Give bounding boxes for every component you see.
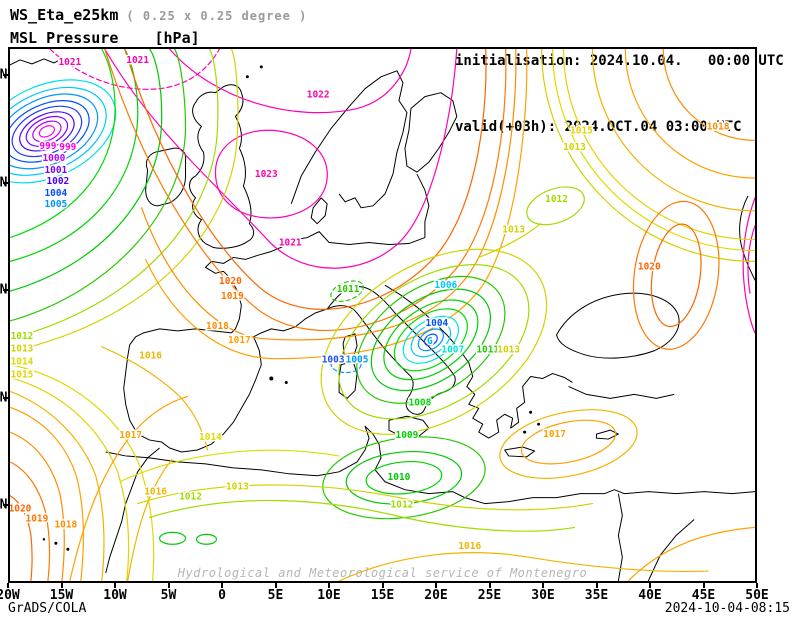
valid-time: valid(+03h): 2024.OCT.04 03:00 UTC xyxy=(455,119,742,135)
lon-tick-label: 30E xyxy=(531,588,555,603)
contour-label: 999 xyxy=(39,141,56,152)
map-frame: 1021 1021 1022 1023 1021 999 999 1000 1001 1002 10… xyxy=(8,47,757,583)
lon-tick xyxy=(488,583,491,588)
lon-tick xyxy=(328,583,330,588)
contour-label: 1019 xyxy=(26,513,49,524)
lat-tick xyxy=(3,504,8,506)
lon-tick-label: 40E xyxy=(638,588,662,603)
lat-tick xyxy=(3,289,8,291)
lat-tick xyxy=(3,74,8,76)
creation-timestamp: 2024-10-04-08:15 xyxy=(664,601,790,616)
lat-tick xyxy=(3,181,8,184)
watermark: Hydrological and Meteorological service … xyxy=(177,566,588,580)
lon-tick xyxy=(435,583,437,588)
header-left: WS_Eta_e25km ( 0.25 x 0.25 degree ) MSL P… xyxy=(10,5,307,47)
contour-label: 999 xyxy=(59,142,76,153)
contour-label: 1018 xyxy=(54,519,77,530)
contour-label: 1011 xyxy=(337,284,360,295)
contour-label: 1005 xyxy=(44,199,67,210)
contour-label: 1009 xyxy=(396,430,419,441)
lon-tick xyxy=(649,583,651,588)
contour-label: 1007 xyxy=(441,345,464,356)
lon-tick-label: 25E xyxy=(477,588,502,603)
contour-label: 1008 xyxy=(409,397,432,408)
contour-label: 1020 xyxy=(638,261,661,272)
contour-label: 1013 xyxy=(226,482,249,493)
contour-label: 1013 xyxy=(502,225,525,236)
title-line: WS_Eta_e25km ( 0.25 x 0.25 degree ) xyxy=(10,5,307,24)
lon-tick xyxy=(381,583,384,588)
contour-label: 1012 xyxy=(391,500,414,511)
contour-label: 1005 xyxy=(346,355,369,366)
contour-label: 1002 xyxy=(46,176,69,187)
lon-tick-label: 15W xyxy=(49,588,74,603)
contour-label: 1018 xyxy=(707,121,730,132)
contour-label: 1010 xyxy=(388,472,411,483)
contour-label: 1019 xyxy=(221,291,244,302)
grid-resolution: ( 0.25 x 0.25 degree ) xyxy=(126,9,308,23)
contour-label: 1016 xyxy=(458,541,481,552)
lon-tick xyxy=(60,583,63,588)
contour-label: 1012 xyxy=(545,194,568,205)
contour-label: 1017 xyxy=(228,335,251,346)
lon-tick xyxy=(595,583,598,588)
contour-label: 1001 xyxy=(44,165,67,176)
contour-label: 1016 xyxy=(144,487,167,498)
lon-tick-label: 10W xyxy=(103,588,127,603)
lon-tick-label: 50E xyxy=(745,588,769,603)
contour-label: 1022 xyxy=(307,90,330,101)
contour-label: 1020 xyxy=(219,276,242,287)
isobar-contours-layer xyxy=(10,49,755,581)
contour-label: 1018 xyxy=(206,321,229,332)
contour-label: 1013 xyxy=(11,344,34,355)
lat-tick xyxy=(3,396,8,399)
contour-label: 1015 xyxy=(11,370,34,381)
contour-label: 1016 xyxy=(139,351,162,362)
contour-label: 1013 xyxy=(497,345,520,356)
lon-tick xyxy=(167,583,170,588)
lon-tick-label: 15E xyxy=(370,588,395,603)
lon-tick xyxy=(221,583,223,588)
contour-label: 1014 xyxy=(11,357,34,368)
contour-label: 1023 xyxy=(255,169,278,180)
contour-label: 1013 xyxy=(563,142,586,153)
lon-tick-label: 5W xyxy=(160,588,177,603)
lon-tick-label: 5E xyxy=(267,588,284,603)
contour-label: 1000 xyxy=(42,153,65,164)
lon-tick-label: 35E xyxy=(584,588,609,603)
lon-tick-label: 10E xyxy=(317,588,341,603)
contour-label: 1017 xyxy=(543,429,566,440)
lon-tick xyxy=(114,583,116,588)
lon-tick-label: 20W xyxy=(0,588,20,603)
contour-label: 1014 xyxy=(199,432,222,443)
lon-tick-label: 45E xyxy=(691,588,716,603)
model-name: WS_Eta_e25km xyxy=(10,6,119,24)
contour-label: 1017 xyxy=(119,430,142,441)
lon-tick xyxy=(274,583,277,588)
contour-label: 1012 xyxy=(11,331,34,342)
grads-credit: GrADS/COLA xyxy=(8,601,87,616)
lon-tick xyxy=(702,583,705,588)
lon-tick-label: 20E xyxy=(424,588,448,603)
lon-tick-label: 0 xyxy=(218,588,226,603)
contour-label: 1021 xyxy=(279,238,302,249)
field-title: MSL Pressure [hPa] xyxy=(10,29,200,47)
contour-label: 1004 xyxy=(44,188,67,199)
lon-tick xyxy=(7,583,9,588)
contour-label: 1011 xyxy=(476,345,499,356)
contour-label: 1021 xyxy=(58,57,81,68)
contour-label: 1021 xyxy=(126,55,149,66)
contour-label: 1003 xyxy=(322,355,345,366)
contour-label: 1015 xyxy=(570,125,593,136)
contour-label: G xyxy=(427,336,433,347)
lon-tick xyxy=(756,583,758,588)
lon-tick xyxy=(542,583,544,588)
contour-label: 1020 xyxy=(10,504,32,515)
contour-label: 1006 xyxy=(434,280,457,291)
contour-label: 1004 xyxy=(425,318,448,329)
contour-label: 1012 xyxy=(179,492,202,503)
